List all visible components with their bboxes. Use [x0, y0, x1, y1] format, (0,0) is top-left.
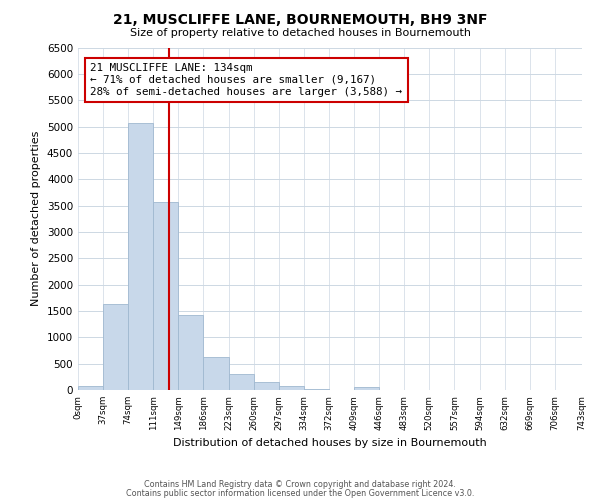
Bar — [279, 386, 304, 390]
Text: Size of property relative to detached houses in Bournemouth: Size of property relative to detached ho… — [130, 28, 470, 38]
Bar — [103, 304, 128, 390]
Bar — [254, 382, 279, 390]
Bar — [78, 386, 103, 390]
Bar — [128, 122, 153, 390]
Bar — [354, 388, 379, 390]
Text: Contains public sector information licensed under the Open Government Licence v3: Contains public sector information licen… — [126, 488, 474, 498]
Y-axis label: Number of detached properties: Number of detached properties — [31, 131, 41, 306]
Bar — [153, 202, 178, 390]
Bar — [229, 374, 254, 390]
Bar — [203, 357, 229, 390]
Bar — [178, 315, 203, 390]
Text: Contains HM Land Registry data © Crown copyright and database right 2024.: Contains HM Land Registry data © Crown c… — [144, 480, 456, 489]
Text: 21 MUSCLIFFE LANE: 134sqm
← 71% of detached houses are smaller (9,167)
28% of se: 21 MUSCLIFFE LANE: 134sqm ← 71% of detac… — [90, 64, 402, 96]
X-axis label: Distribution of detached houses by size in Bournemouth: Distribution of detached houses by size … — [173, 438, 487, 448]
Bar — [304, 388, 329, 390]
Text: 21, MUSCLIFFE LANE, BOURNEMOUTH, BH9 3NF: 21, MUSCLIFFE LANE, BOURNEMOUTH, BH9 3NF — [113, 12, 487, 26]
